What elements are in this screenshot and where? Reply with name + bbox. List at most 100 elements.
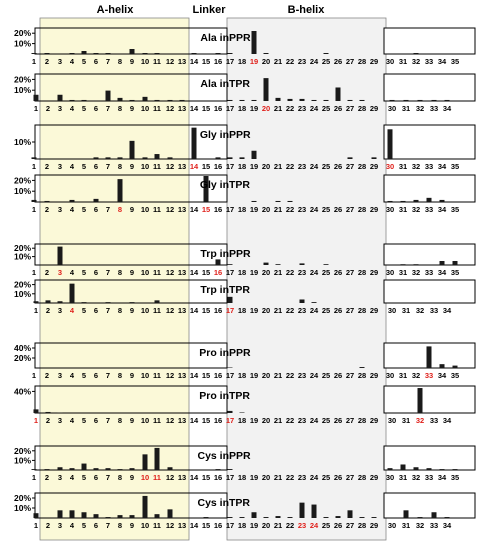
x-tick-label: 30: [386, 268, 394, 277]
bar-pos-32: [413, 199, 419, 202]
panel-label: Gly in: [200, 179, 229, 191]
x-tick-label: 22: [286, 268, 294, 277]
panel-label: Ala in: [200, 32, 229, 44]
bar-pos-25: [323, 99, 329, 101]
bar-pos-33: [426, 197, 432, 202]
chart-panel-5: 20%10%1 2 3 4 5 6 7 8 9 10 11 12 13 14 15 16 17 18 19 20 21 2…: [14, 243, 476, 277]
bar-pos-4: [69, 468, 75, 470]
bar-pos-30: [387, 129, 393, 159]
bar-pos-19: [251, 200, 257, 202]
x-tick-label: 34: [438, 205, 447, 214]
x-tick-label: 11: [153, 306, 161, 315]
x-tick-label: 16: [214, 268, 222, 277]
x-tick-label: 18: [238, 521, 246, 530]
bar-pos-8: [117, 515, 123, 518]
x-tick-label: 27: [346, 268, 354, 277]
x-tick-label: 31: [402, 306, 410, 315]
linker-header: Linker: [192, 4, 226, 16]
x-tick-label: 13: [178, 371, 186, 380]
bar-pos-4: [69, 53, 75, 54]
bar-pos-28: [359, 99, 365, 101]
x-tick-label: 24: [310, 205, 319, 214]
x-tick-label: 15: [202, 473, 210, 482]
x-tick-label: 32: [416, 521, 424, 530]
bar-pos-11: [154, 53, 160, 54]
x-tick-label: 5: [82, 205, 86, 214]
bar-pos-1: [33, 409, 39, 413]
bar-pos-3: [57, 246, 63, 265]
x-tick-label: 30: [388, 416, 396, 425]
x-tick-label: 28: [358, 416, 366, 425]
x-tick-label: 9: [130, 521, 134, 530]
x-tick-label: 1: [32, 162, 36, 171]
bar-pos-4: [69, 510, 75, 518]
x-tick-label: 11: [153, 104, 161, 113]
chart-panel-10: 20%10%1 2 3 4 5 6 7 8 9 10 11 12 13 14 15 16 17 18 19 20 21 2…: [14, 492, 476, 530]
x-tick-label: 20: [262, 104, 270, 113]
x-tick-label: 25: [322, 104, 330, 113]
x-tick-label: 26: [334, 521, 342, 530]
x-tick-label: 35: [451, 371, 459, 380]
x-tick-label: 4: [70, 473, 75, 482]
x-tick-label: 5: [82, 104, 86, 113]
chart-panel-1: 20%10%1 2 3 4 5 6 7 8 9 10 11 12 13 14 15 16 17 18 19 20 21 2…: [14, 27, 476, 66]
bar-pos-33: [426, 346, 432, 368]
x-tick-label: 8: [118, 162, 122, 171]
panel-label: Trp in: [200, 248, 229, 260]
bar-pos-32: [417, 99, 423, 101]
x-tick-label: 23: [298, 205, 306, 214]
panel-label-family: PPR: [229, 248, 251, 260]
bar-pos-31: [403, 99, 409, 101]
x-tick-label: 13: [178, 57, 186, 66]
x-tick-label: 34: [438, 371, 447, 380]
bar-pos-12: [167, 99, 173, 101]
x-tick-label: 8: [118, 416, 122, 425]
x-tick-label: 13: [178, 162, 186, 171]
bar-pos-16: [215, 259, 221, 265]
x-tick-label: 7: [106, 306, 110, 315]
x-tick-label: 16: [214, 473, 222, 482]
bar-pos-14: [191, 53, 197, 54]
bar-pos-9: [129, 515, 135, 518]
x-tick-label: 11: [153, 371, 161, 380]
x-tick-label: 6: [94, 306, 98, 315]
bar-pos-10: [142, 96, 148, 101]
bar-pos-23: [299, 502, 305, 518]
x-tick-label: 21: [274, 371, 282, 380]
x-tick-label: 26: [334, 57, 342, 66]
x-tick-label: 12: [166, 416, 174, 425]
bar-pos-32: [413, 467, 419, 470]
b-helix-band: [226, 17, 387, 541]
bar-pos-12: [167, 509, 173, 518]
x-tick-label: 19: [250, 57, 258, 66]
bar-pos-27: [347, 99, 353, 101]
x-tick-label: 19: [250, 521, 258, 530]
y-tick-label: 40%: [14, 386, 31, 396]
x-tick-label: 8: [118, 306, 122, 315]
x-tick-label: 23: [298, 521, 306, 530]
x-tick-label: 28: [358, 57, 366, 66]
x-tick-label: 29: [370, 268, 378, 277]
bar-pos-17: [227, 296, 233, 303]
bar-pos-18: [239, 412, 245, 413]
x-tick-label: 27: [346, 306, 354, 315]
bar-pos-26: [335, 87, 341, 101]
x-tick-label: 25: [322, 473, 330, 482]
bar-pos-10: [142, 495, 148, 518]
x-tick-label: 2: [46, 416, 50, 425]
x-tick-label: 23: [298, 268, 306, 277]
x-tick-label: 31: [399, 371, 407, 380]
x-tick-label: 20: [262, 57, 270, 66]
x-tick-label: 7: [106, 521, 110, 530]
x-tick-label: 11: [153, 57, 161, 66]
bar-pos-5: [81, 99, 87, 101]
x-tick-label: 18: [238, 57, 246, 66]
x-tick-label: 31: [399, 205, 407, 214]
x-tick-label: 34: [438, 473, 447, 482]
panels-layer: 20%10%1 2 3 4 5 6 7 8 9 10 11 12 13 14 15 16 17 18 19 20 21 2…: [14, 27, 476, 530]
x-tick-label: 12: [166, 104, 174, 113]
x-tick-label: 34: [443, 521, 452, 530]
x-tick-label: 14: [190, 306, 199, 315]
x-tick-label: 6: [94, 57, 98, 66]
